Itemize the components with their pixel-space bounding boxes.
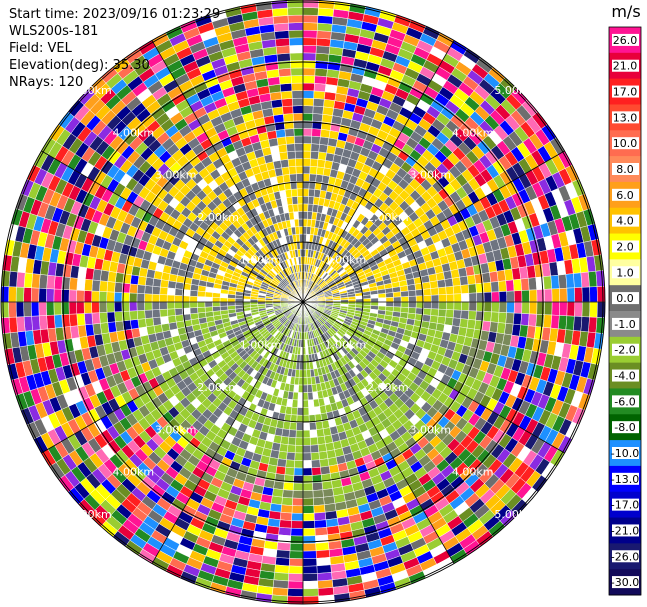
colorbar-tick-label: -21.0: [611, 524, 639, 537]
colorbar-unit: m/s: [611, 2, 640, 21]
colorbar-tick-label: 13.0: [613, 111, 638, 124]
colorbar-tick-label: 10.0: [613, 137, 638, 150]
colorbar-tick-label: 21.0: [613, 60, 638, 73]
colorbar-tick-label: 4.0: [616, 215, 634, 228]
colorbar-tick-label: -26.0: [611, 550, 639, 563]
colorbar-tick-label: 0.0: [616, 292, 634, 305]
colorbar-tick-label: -10.0: [611, 447, 639, 460]
colorbar-tick-label: -6.0: [614, 395, 635, 408]
colorbar-tick-label: -4.0: [614, 370, 635, 383]
colorbar-tick-label: 26.0: [613, 34, 638, 47]
colorbar-tick-label: 1.0: [616, 266, 634, 279]
colorbar-tick-label: -30.0: [611, 576, 639, 589]
colorbar-tick-label: 6.0: [616, 189, 634, 202]
colorbar-tick-label: -8.0: [614, 421, 635, 434]
colorbar-tick-label: -17.0: [611, 499, 639, 512]
colorbar-tick-label: 8.0: [616, 163, 634, 176]
colorbar-tick-label: -2.0: [614, 344, 635, 357]
colorbar-tick-label: -13.0: [611, 473, 639, 486]
colorbar-tick-label: 17.0: [613, 86, 638, 99]
colorbar-tick-label: 2.0: [616, 240, 634, 253]
colorbar-tick-label: -1.0: [614, 318, 635, 331]
